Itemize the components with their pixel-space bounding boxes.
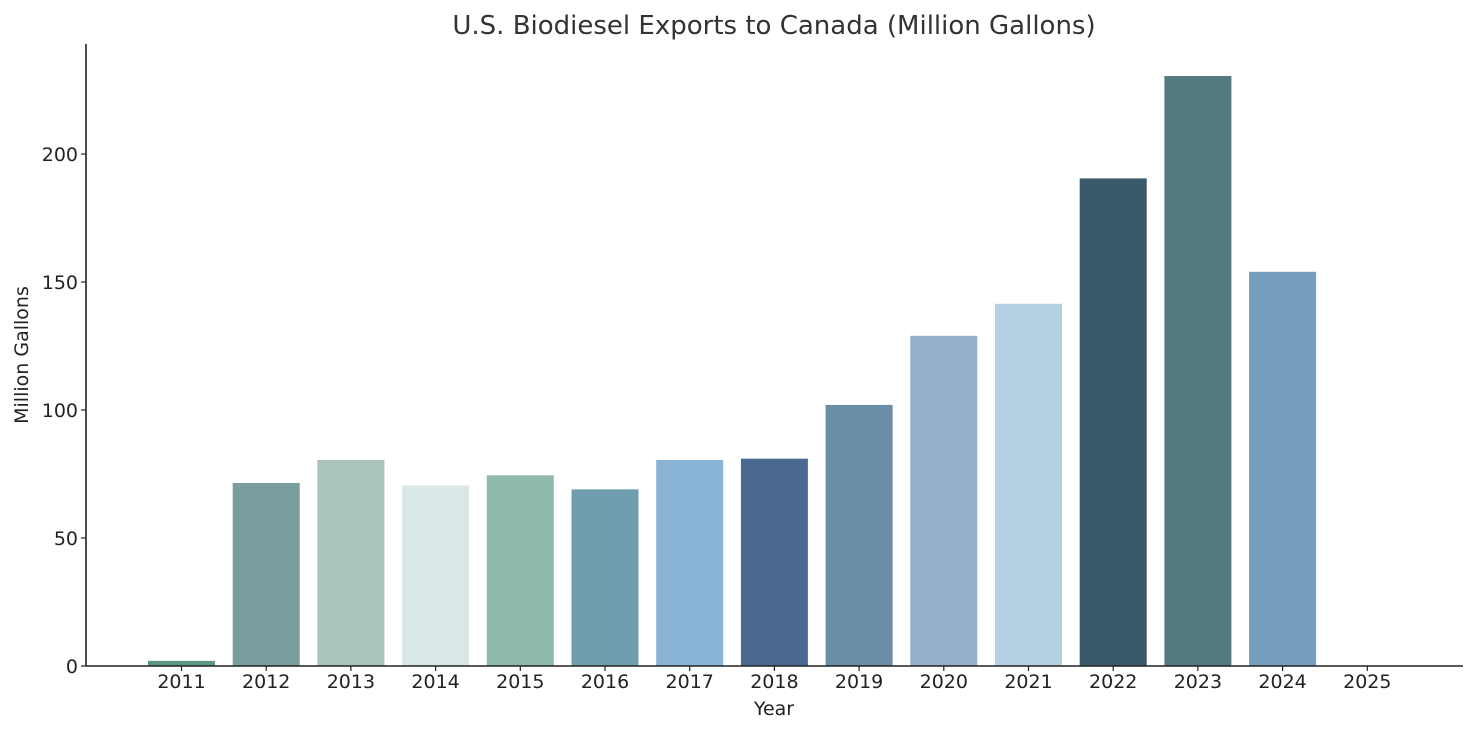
x-tick-label-2017: 2017 [666, 671, 714, 693]
x-axis-ticks: 2011 2012 2013 2014 2015 2016 2017 2018 2019 2020… [157, 666, 1391, 693]
bar-2012 [232, 482, 300, 666]
bar-2017 [656, 459, 724, 666]
bar-2024 [1249, 271, 1317, 666]
bar-2022 [1079, 178, 1147, 666]
bar-2014 [402, 485, 470, 666]
y-axis-label: Million Gallons [11, 286, 33, 424]
x-tick-label-2018: 2018 [750, 671, 798, 693]
x-tick-label-2023: 2023 [1174, 671, 1222, 693]
x-tick-label-2011: 2011 [157, 671, 205, 693]
y-axis-ticks: 0 50 100 150 200 [42, 144, 86, 678]
x-axis-label: Year [753, 698, 794, 720]
x-tick-label-2014: 2014 [411, 671, 459, 693]
bar-2020 [910, 335, 978, 666]
chart-title: U.S. Biodiesel Exports to Canada (Millio… [452, 11, 1095, 41]
x-tick-label-2024: 2024 [1258, 671, 1306, 693]
bar-2019 [825, 404, 893, 666]
bar-2011 [148, 660, 215, 666]
x-tick-label-2016: 2016 [581, 671, 629, 693]
x-tick-label-2013: 2013 [327, 671, 375, 693]
bar-2021 [995, 303, 1062, 666]
y-tick-label-100: 100 [42, 400, 78, 422]
y-tick-label-50: 50 [54, 528, 78, 550]
y-tick-label-0: 0 [66, 656, 78, 678]
x-tick-label-2020: 2020 [920, 671, 968, 693]
bar-2023 [1164, 76, 1232, 666]
y-tick-label-150: 150 [42, 272, 78, 294]
bars-group [148, 76, 1317, 666]
x-tick-label-2025: 2025 [1343, 671, 1391, 693]
x-tick-label-2019: 2019 [835, 671, 883, 693]
x-tick-label-2021: 2021 [1004, 671, 1052, 693]
x-tick-label-2022: 2022 [1089, 671, 1137, 693]
bar-2013 [317, 459, 385, 666]
bar-2018 [740, 458, 808, 666]
bar-2015 [486, 475, 554, 666]
x-tick-label-2012: 2012 [242, 671, 290, 693]
bar-2016 [571, 489, 639, 666]
y-tick-label-200: 200 [42, 144, 78, 166]
x-tick-label-2015: 2015 [496, 671, 544, 693]
